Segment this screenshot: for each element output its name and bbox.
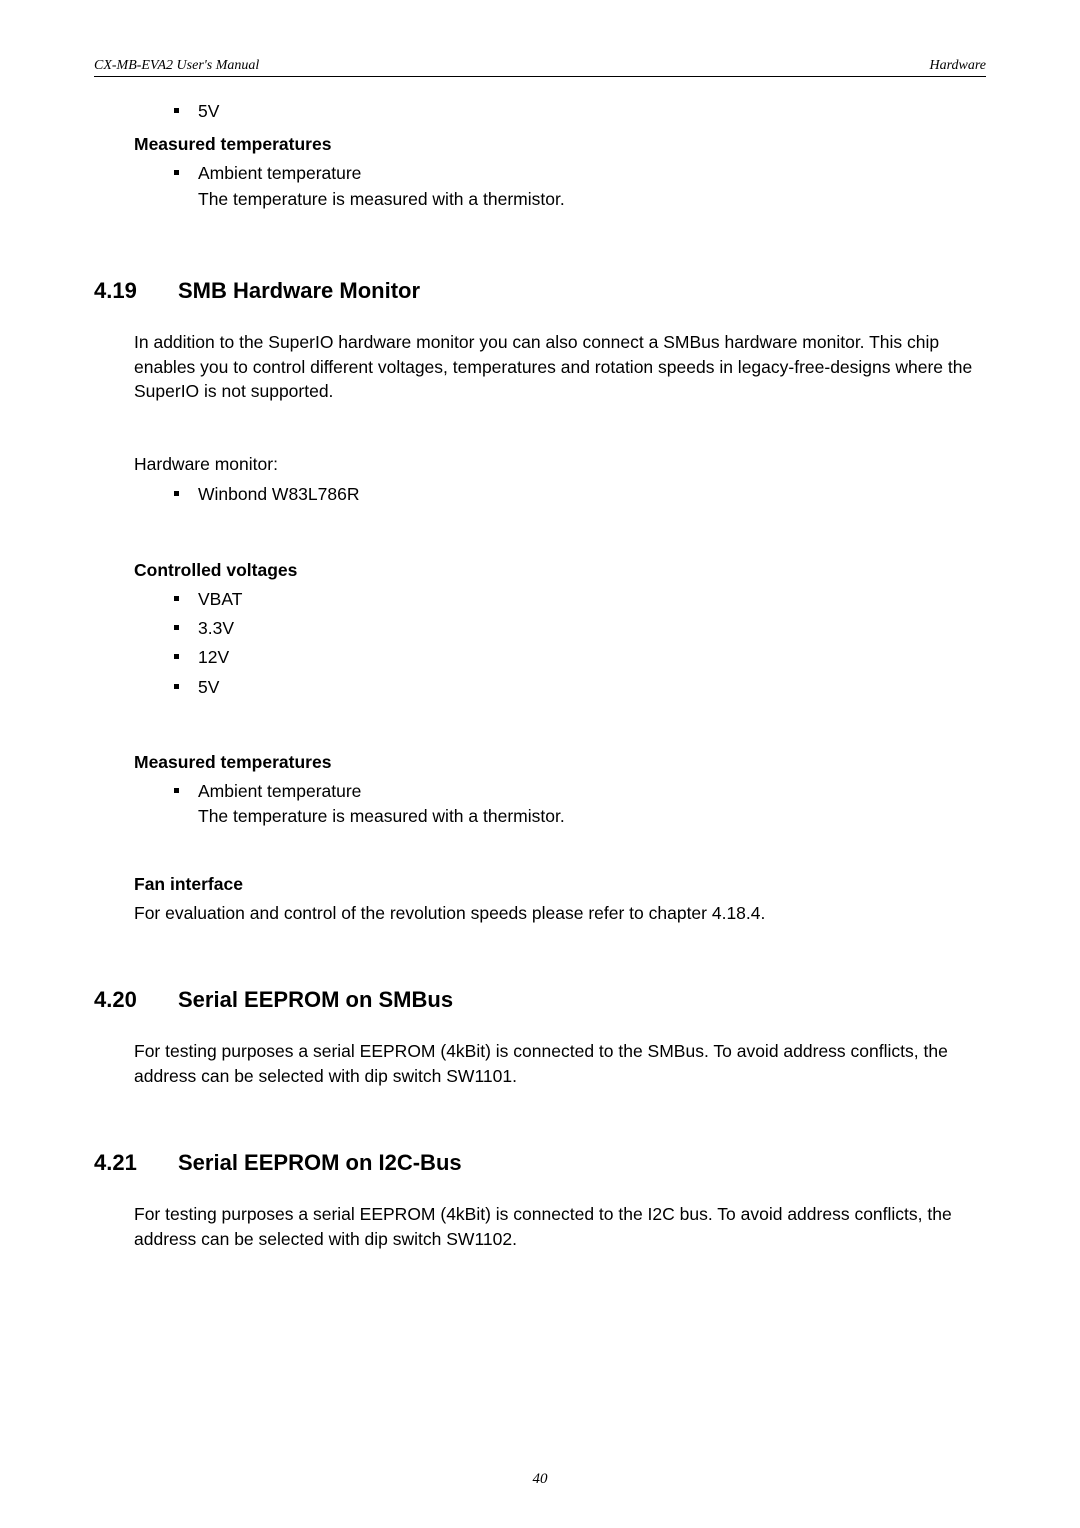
- hardware-monitor-list: Winbond W83L786R: [174, 482, 986, 507]
- list-item: Winbond W83L786R: [174, 482, 986, 507]
- measured-temps-list-b: Ambient temperature The temperature is m…: [174, 779, 986, 830]
- list-item-line2: The temperature is measured with a therm…: [198, 189, 565, 209]
- list-item: 5V: [174, 99, 986, 124]
- section-title: Serial EEPROM on SMBus: [178, 987, 453, 1013]
- list-item: 3.3V: [174, 616, 986, 641]
- section-4-20-para: For testing purposes a serial EEPROM (4k…: [134, 1039, 986, 1088]
- list-item: Ambient temperature The temperature is m…: [174, 161, 986, 212]
- section-4-21-heading: 4.21 Serial EEPROM on I2C-Bus: [94, 1150, 986, 1176]
- header-left: CX-MB-EVA2 User's Manual: [94, 58, 259, 74]
- section-4-19-heading: 4.19 SMB Hardware Monitor: [94, 278, 986, 304]
- fan-interface-heading: Fan interface: [134, 874, 986, 895]
- page-header: CX-MB-EVA2 User's Manual Hardware: [94, 58, 986, 77]
- list-item: 12V: [174, 645, 986, 670]
- measured-temps-heading-a: Measured temperatures: [134, 134, 986, 155]
- measured-temps-heading-b: Measured temperatures: [134, 752, 986, 773]
- controlled-voltages-list: VBAT 3.3V 12V 5V: [174, 587, 986, 701]
- fan-interface-para: For evaluation and control of the revolu…: [134, 901, 986, 926]
- page-number: 40: [0, 1471, 1080, 1488]
- section-title: SMB Hardware Monitor: [178, 278, 420, 304]
- section-4-20-heading: 4.20 Serial EEPROM on SMBus: [94, 987, 986, 1013]
- section-title: Serial EEPROM on I2C-Bus: [178, 1150, 462, 1176]
- controlled-voltages-heading: Controlled voltages: [134, 560, 986, 581]
- header-right: Hardware: [929, 58, 986, 74]
- top-bullet-list: 5V: [174, 99, 986, 124]
- list-item: 5V: [174, 675, 986, 700]
- section-4-19-para: In addition to the SuperIO hardware moni…: [134, 330, 986, 404]
- section-number: 4.21: [94, 1150, 150, 1176]
- section-4-21-para: For testing purposes a serial EEPROM (4k…: [134, 1202, 986, 1251]
- section-number: 4.20: [94, 987, 150, 1013]
- list-item: VBAT: [174, 587, 986, 612]
- list-item-line2: The temperature is measured with a therm…: [198, 806, 565, 826]
- list-item-line1: Ambient temperature: [198, 781, 361, 801]
- list-item-line1: Ambient temperature: [198, 163, 361, 183]
- section-number: 4.19: [94, 278, 150, 304]
- list-item: Ambient temperature The temperature is m…: [174, 779, 986, 830]
- measured-temps-list-a: Ambient temperature The temperature is m…: [174, 161, 986, 212]
- hardware-monitor-label: Hardware monitor:: [134, 452, 986, 477]
